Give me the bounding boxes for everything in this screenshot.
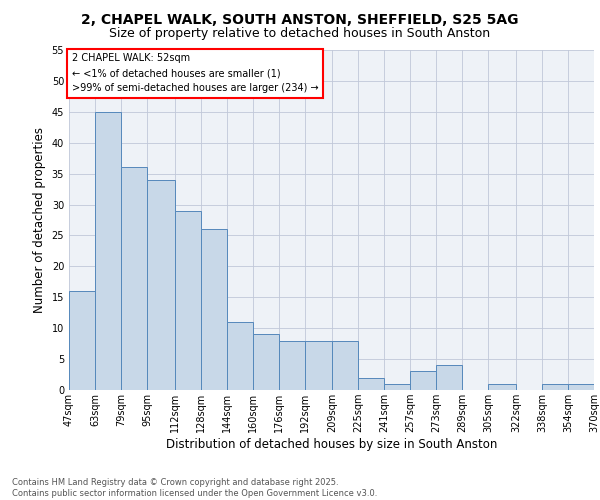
Bar — [410, 372, 436, 390]
Bar — [358, 378, 385, 390]
Bar — [488, 384, 516, 390]
Bar — [175, 210, 200, 390]
Bar — [278, 340, 305, 390]
Text: Size of property relative to detached houses in South Anston: Size of property relative to detached ho… — [109, 28, 491, 40]
Bar — [147, 180, 175, 390]
Bar — [385, 384, 410, 390]
Bar — [200, 230, 227, 390]
Text: 2 CHAPEL WALK: 52sqm
← <1% of detached houses are smaller (1)
>99% of semi-detac: 2 CHAPEL WALK: 52sqm ← <1% of detached h… — [71, 54, 318, 93]
Y-axis label: Number of detached properties: Number of detached properties — [33, 127, 46, 313]
Bar — [436, 366, 463, 390]
Bar — [253, 334, 278, 390]
Bar — [568, 384, 594, 390]
Bar — [542, 384, 568, 390]
Bar — [332, 340, 358, 390]
Bar — [121, 168, 147, 390]
Bar — [305, 340, 332, 390]
Text: 2, CHAPEL WALK, SOUTH ANSTON, SHEFFIELD, S25 5AG: 2, CHAPEL WALK, SOUTH ANSTON, SHEFFIELD,… — [81, 12, 519, 26]
X-axis label: Distribution of detached houses by size in South Anston: Distribution of detached houses by size … — [166, 438, 497, 451]
Bar — [95, 112, 121, 390]
Bar — [69, 291, 95, 390]
Bar — [227, 322, 253, 390]
Text: Contains HM Land Registry data © Crown copyright and database right 2025.
Contai: Contains HM Land Registry data © Crown c… — [12, 478, 377, 498]
